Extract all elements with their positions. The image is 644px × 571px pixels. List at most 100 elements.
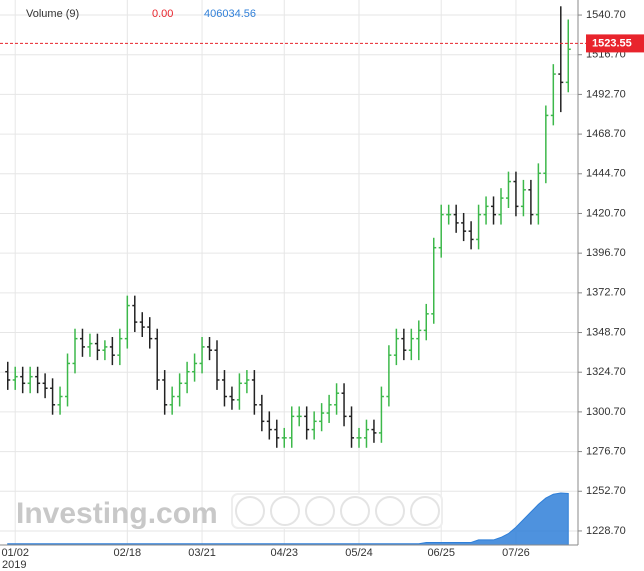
ohlc-bar (221, 370, 227, 407)
ohlc-bar (438, 204, 444, 258)
ohlc-bar (431, 237, 437, 324)
x-tick-label: 02/18 (114, 547, 142, 559)
ohlc-bar (184, 361, 190, 394)
ohlc-bar (468, 221, 474, 250)
ohlc-bar (229, 386, 235, 410)
ohlc-bar (207, 336, 213, 361)
ohlc-bar (251, 370, 257, 415)
y-tick-label: 1252.70 (586, 485, 626, 497)
y-tick-label: 1468.70 (586, 128, 626, 140)
y-tick-label: 1420.70 (586, 207, 626, 219)
ohlc-bar (35, 366, 41, 394)
ohlc-bar (102, 340, 108, 361)
ohlc-bar (565, 19, 571, 93)
y-tick-label: 1396.70 (586, 247, 626, 259)
ohlc-bar (558, 6, 564, 113)
ohlc-bar (371, 419, 377, 443)
ohlc-bar (341, 383, 347, 427)
ohlc-bar (401, 328, 407, 361)
ohlc-bar (289, 406, 295, 448)
ohlc-bar (109, 336, 115, 366)
ohlc-bar (214, 340, 220, 390)
ohlc-bar (259, 394, 265, 432)
ohlc-bar (311, 411, 317, 440)
ohlc-bar (483, 196, 489, 225)
ohlc-bar (423, 303, 429, 341)
grid (0, 0, 578, 545)
x-year-label: 2019 (2, 559, 26, 571)
volume-legend-name: Volume (9) (26, 8, 79, 20)
ohlc-bar (326, 394, 332, 423)
ohlc-bar (498, 188, 504, 225)
ohlc-bar (491, 196, 497, 225)
ohlc-bar (408, 328, 414, 361)
ohlc-bar (72, 328, 78, 374)
y-tick-label: 1324.70 (586, 366, 626, 378)
ohlc-bar (281, 427, 287, 448)
ohlc-bar (520, 179, 526, 217)
ohlc-bar (169, 386, 175, 415)
x-tick-label: 01/02 (1, 547, 29, 559)
ohlc-bar (334, 383, 340, 415)
volume-legend-change: 0.00 (152, 8, 173, 20)
y-tick-label: 1492.70 (586, 88, 626, 100)
ohlc-bar (363, 419, 369, 448)
plot (5, 6, 571, 546)
ohlc-bar (528, 179, 534, 225)
y-tick-label: 1300.70 (586, 406, 626, 418)
x-tick-label: 04/23 (270, 547, 298, 559)
ohlc-bar (79, 328, 85, 357)
y-tick-label: 1444.70 (586, 168, 626, 180)
ohlc-bar (117, 328, 123, 366)
ohlc-bar (147, 317, 153, 349)
ohlc-bar (20, 366, 26, 394)
x-tick-label: 05/24 (345, 547, 373, 559)
ohlc-bar (27, 366, 33, 394)
toolbar (231, 493, 443, 529)
ohlc-bar (162, 370, 168, 415)
ohlc-bar (236, 373, 242, 410)
ohlc-bar (535, 163, 541, 225)
ohlc-bar (124, 295, 130, 349)
ohlc-bar (192, 353, 198, 382)
ohlc-bar (356, 427, 362, 448)
ohlc-bar (386, 345, 392, 407)
ohlc-bar (244, 370, 250, 394)
y-tick-label: 1228.70 (586, 525, 626, 537)
ohlc-bar (446, 204, 452, 225)
y-tick-label: 1372.70 (586, 287, 626, 299)
ohlc-bar (177, 373, 183, 407)
y-tick-label: 1348.70 (586, 326, 626, 338)
ohlc-bar (513, 171, 519, 217)
ohlc-bar (57, 386, 63, 415)
x-tick-label: 07/26 (502, 547, 530, 559)
x-tick-label: 03/21 (188, 547, 216, 559)
ohlc-bar (50, 378, 56, 415)
y-tick-label: 1540.70 (586, 9, 626, 21)
x-tick-label: 06/25 (427, 547, 455, 559)
ohlc-bar (94, 333, 100, 361)
ohlc-bar (266, 411, 272, 440)
ohlc-bar (319, 403, 325, 432)
ohlc-bar (550, 64, 556, 126)
last-price-box (586, 34, 644, 53)
volume-legend-value: 406034.56 (204, 8, 256, 20)
ohlc-bar (393, 328, 399, 366)
ohlc-bar (416, 320, 422, 361)
ohlc-bar (199, 336, 205, 374)
ohlc-bar (139, 312, 145, 337)
volume-area (7, 492, 569, 546)
ohlc-bar (12, 366, 18, 390)
ohlc-bar (543, 105, 549, 184)
watermark: Investing.com (16, 497, 218, 530)
ohlc-bar (476, 204, 482, 250)
ohlc-bar (42, 373, 48, 399)
ohlc-bar (87, 333, 93, 357)
y-tick-label: 1276.70 (586, 445, 626, 457)
ohlc-bar (154, 328, 160, 390)
ohlc-bar (453, 204, 459, 233)
ohlc-bar (274, 419, 280, 448)
ohlc-bar (5, 361, 11, 390)
